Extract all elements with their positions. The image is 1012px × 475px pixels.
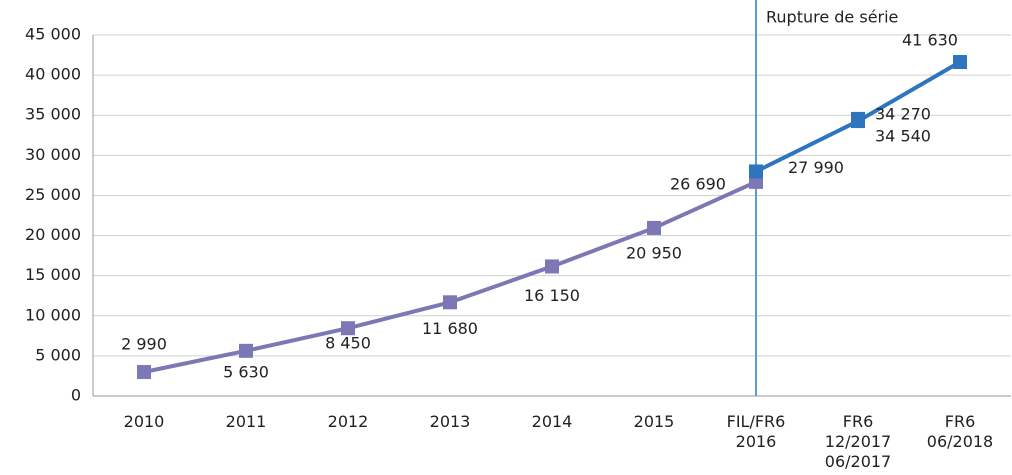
- y-tick-label: 45 000: [25, 25, 81, 44]
- x-tick-label: 2015: [633, 412, 675, 431]
- marker: [137, 365, 151, 380]
- data-label: 11 680: [422, 319, 478, 338]
- y-tick-label: 40 000: [25, 65, 81, 84]
- marker: [953, 55, 967, 70]
- data-label: 41 630: [902, 31, 958, 50]
- data-label: 5 630: [223, 362, 269, 381]
- x-tick-label: 2012: [327, 412, 369, 431]
- y-tick-label: 0: [71, 386, 81, 405]
- marker: [545, 259, 559, 274]
- marker: [443, 295, 457, 310]
- data-label: 27 990: [788, 158, 844, 177]
- data-label: 34 270: [875, 105, 931, 124]
- x-tick-label: 2010: [123, 412, 165, 431]
- marker: [647, 220, 661, 235]
- y-tick-label: 20 000: [25, 225, 81, 244]
- marker: [341, 321, 355, 336]
- data-label: 8 450: [325, 334, 371, 353]
- y-tick-label: 25 000: [25, 185, 81, 204]
- y-tick-label: 30 000: [25, 145, 81, 164]
- x-tick-label: 2014: [531, 412, 573, 431]
- data-label: 34 540: [875, 126, 931, 145]
- y-tick-label: 5 000: [35, 345, 81, 364]
- marker: [749, 164, 763, 179]
- marker: [239, 343, 253, 358]
- annotation: Rupture de série: [766, 8, 898, 27]
- data-label: 2 990: [121, 335, 167, 354]
- y-tick-label: 10 000: [25, 305, 81, 324]
- data-label: 16 150: [524, 286, 580, 305]
- marker: [851, 111, 865, 126]
- data-label: 26 690: [670, 174, 726, 193]
- x-tick-label: 2011: [225, 412, 267, 431]
- y-tick-label: 15 000: [25, 265, 81, 284]
- x-tick-label: FR6 12/2017 06/2017: [824, 412, 892, 471]
- series-line: [143, 180, 757, 374]
- x-tick-label: 2013: [429, 412, 471, 431]
- x-tick-label: FR6 06/2018: [926, 412, 994, 451]
- x-tick-label: FIL/FR6 2016: [726, 412, 786, 451]
- data-label: 20 950: [626, 243, 682, 262]
- y-tick-label: 35 000: [25, 105, 81, 124]
